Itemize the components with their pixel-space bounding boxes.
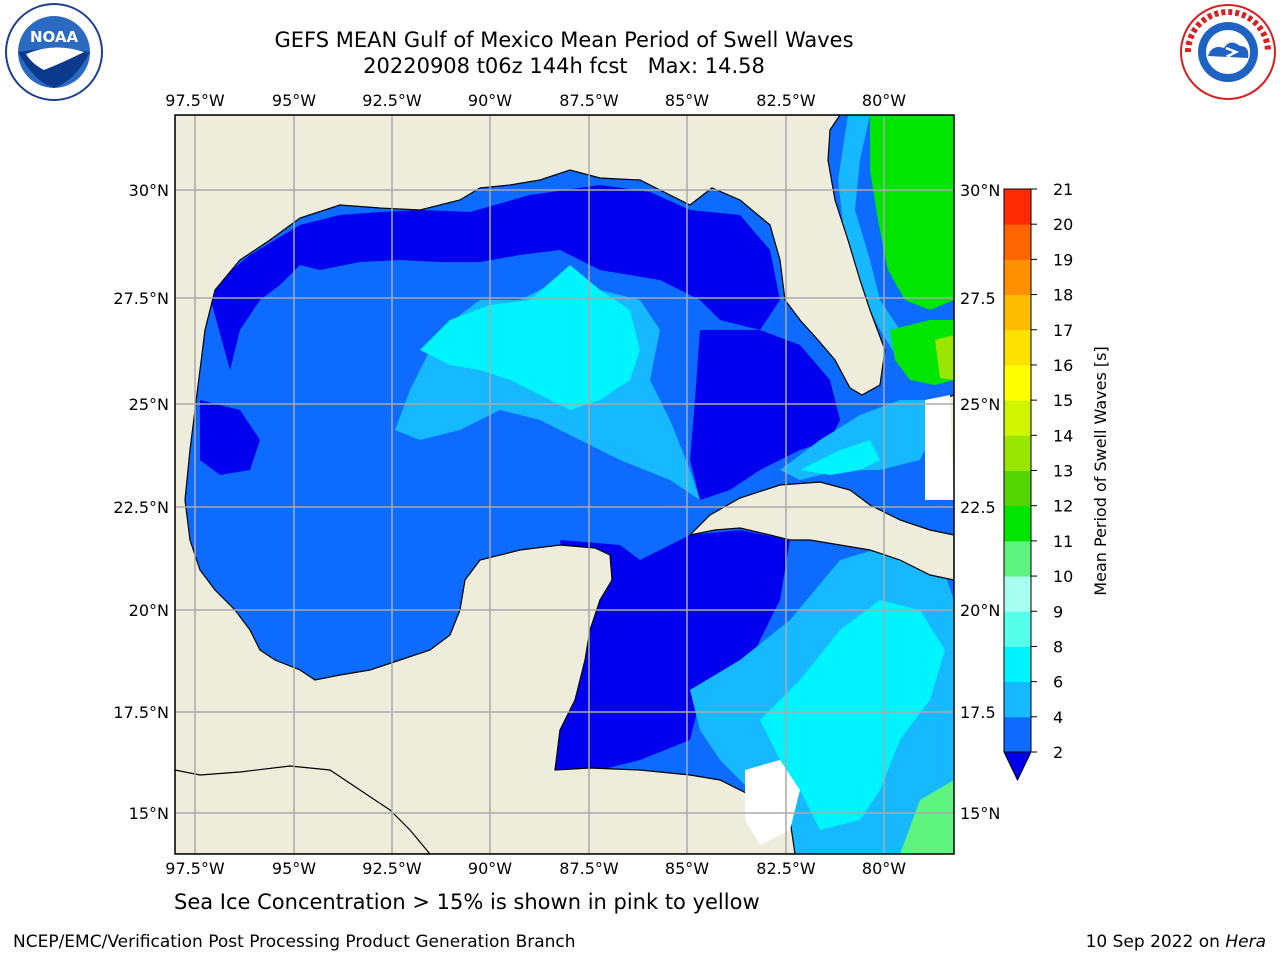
land-central-america (175, 765, 431, 854)
colorbar-label: Mean Period of Swell Waves [s] (1091, 346, 1110, 595)
top-longitude-labels: 97.5°W 95°W 92.5°W 90°W 87.5°W 85°W 82.5… (165, 91, 906, 110)
long-period-region-caribbean-east (900, 780, 954, 854)
colorbar-segment (1004, 681, 1031, 718)
right-tick-label: 17.5 (960, 703, 996, 722)
top-tick-label: 95°W (272, 91, 316, 110)
colorbar-tick-label: 12 (1053, 497, 1073, 516)
noaa-logo: NOAA (5, 3, 103, 101)
colorbar-segment (1004, 329, 1031, 366)
short-period-region-east-gulf (690, 330, 840, 500)
colorbar-tick-label: 9 (1053, 602, 1063, 621)
bottom-tick-label: 97.5°W (165, 859, 225, 878)
colorbar-tick-label: 10 (1053, 567, 1073, 586)
colorbar-segment (1004, 540, 1031, 577)
no-data-patch-straits (925, 395, 954, 500)
top-tick-label: 80°W (862, 91, 906, 110)
bottom-tick-label: 92.5°W (362, 859, 422, 878)
chart-subtitle: 20220908 t06z 144h fcst Max: 14.58 (363, 54, 765, 78)
left-tick-label: 30°N (129, 181, 169, 200)
top-tick-label: 97.5°W (165, 91, 225, 110)
short-period-region-west-gulf (200, 400, 260, 475)
right-tick-label: 15°N (960, 804, 1000, 823)
bottom-tick-label: 85°W (665, 859, 709, 878)
colorbar-segment (1004, 224, 1031, 260)
colorbar-segment (1004, 646, 1031, 683)
map-gridlines (175, 115, 954, 854)
colorbar-segment (1004, 576, 1031, 612)
bottom-tick-label: 80°W (862, 859, 906, 878)
colorbar-segment (1004, 505, 1031, 542)
long-period-region-bahamas-east (935, 335, 954, 380)
chart-title: GEFS MEAN Gulf of Mexico Mean Period of … (274, 28, 854, 52)
bottom-tick-label: 82.5°W (756, 859, 816, 878)
national-weather-service-logo (1180, 4, 1276, 100)
right-tick-label: 27.5 (960, 289, 996, 308)
bottom-tick-label: 90°W (468, 859, 512, 878)
left-tick-label: 17.5°N (113, 703, 169, 722)
colorbar-tick-label: 16 (1053, 356, 1073, 375)
colorbar-extend-arrow (1003, 751, 1032, 782)
right-tick-label: 25°N (960, 395, 1000, 414)
swell-period-patch-gulf (420, 265, 640, 410)
footer-date-text: 10 Sep 2022 on (1085, 932, 1226, 952)
colorbar-segment (1004, 435, 1031, 471)
footer-machine: Hera (1225, 932, 1266, 952)
short-period-region-north-gulf (208, 185, 780, 370)
left-latitude-labels: 30°N 27.5°N 25°N 22.5°N 20°N 17.5°N 15°N (113, 181, 169, 823)
short-period-region-caribbean (555, 530, 790, 770)
right-tick-label: 30°N (960, 181, 1000, 200)
colorbar-segment (1004, 400, 1031, 436)
long-period-region-bahamas (890, 320, 954, 385)
colorbar-tick-label: 20 (1053, 215, 1073, 234)
footer-credit: NCEP/EMC/Verification Post Processing Pr… (13, 932, 576, 952)
footer-date: 10 Sep 2022 on Hera (1086, 932, 1266, 952)
colorbar-segment (1004, 470, 1031, 507)
top-tick-label: 82.5°W (756, 91, 816, 110)
colorbar-segment (1004, 611, 1031, 647)
right-tick-label: 22.5 (960, 498, 996, 517)
colorbar-tick-label: 14 (1053, 426, 1073, 445)
colorbar-segment (1004, 364, 1031, 401)
left-tick-label: 25°N (129, 395, 169, 414)
map-frame (174, 114, 955, 855)
colorbar-tick-label: 21 (1053, 180, 1073, 199)
top-tick-label: 90°W (468, 91, 512, 110)
colorbar-tick-label: 4 (1053, 708, 1063, 727)
colorbar-tick-label: 13 (1053, 462, 1073, 481)
swell-period-patch-caribbean (760, 600, 945, 830)
left-tick-label: 22.5°N (113, 498, 169, 517)
colorbar-segment (1004, 259, 1031, 296)
bottom-longitude-labels: 97.5°W 95°W 92.5°W 90°W 87.5°W 85°W 82.5… (165, 859, 906, 878)
colorbar-segment (1004, 294, 1031, 331)
colorbar-tick-label: 8 (1053, 637, 1063, 656)
svg-text:NOAA: NOAA (30, 28, 79, 46)
colorbar-tick-label: 11 (1053, 532, 1073, 551)
colorbar-tick-label: 15 (1053, 391, 1073, 410)
map-area (175, 115, 954, 854)
long-period-region-atlantic (870, 115, 954, 310)
left-tick-label: 15°N (129, 804, 169, 823)
bottom-tick-label: 87.5°W (559, 859, 619, 878)
top-tick-label: 85°W (665, 91, 709, 110)
colorbar-segment (1004, 189, 1031, 225)
colorbar-tick-label: 17 (1053, 321, 1073, 340)
colorbar: 2 4 6 8 9 10 11 12 13 14 15 16 17 18 19 20 21 (1003, 180, 1073, 782)
colorbar-tick-label: 19 (1053, 250, 1073, 269)
left-tick-label: 20°N (129, 601, 169, 620)
colorbar-segment (1004, 716, 1031, 753)
right-latitude-labels: 30°N 27.5 25°N 22.5 20°N 17.5 15°N (960, 181, 1000, 823)
swell-period-patch-straits (800, 440, 880, 475)
bottom-tick-label: 95°W (272, 859, 316, 878)
sea-ice-note: Sea Ice Concentration > 15% is shown in … (174, 890, 760, 914)
top-tick-label: 87.5°W (559, 91, 619, 110)
left-tick-label: 27.5°N (113, 289, 169, 308)
top-tick-label: 92.5°W (362, 91, 422, 110)
colorbar-tick-label: 2 (1053, 743, 1063, 762)
colorbar-tick-label: 6 (1053, 673, 1063, 692)
colorbar-tick-label: 18 (1053, 286, 1073, 305)
right-tick-label: 20°N (960, 601, 1000, 620)
